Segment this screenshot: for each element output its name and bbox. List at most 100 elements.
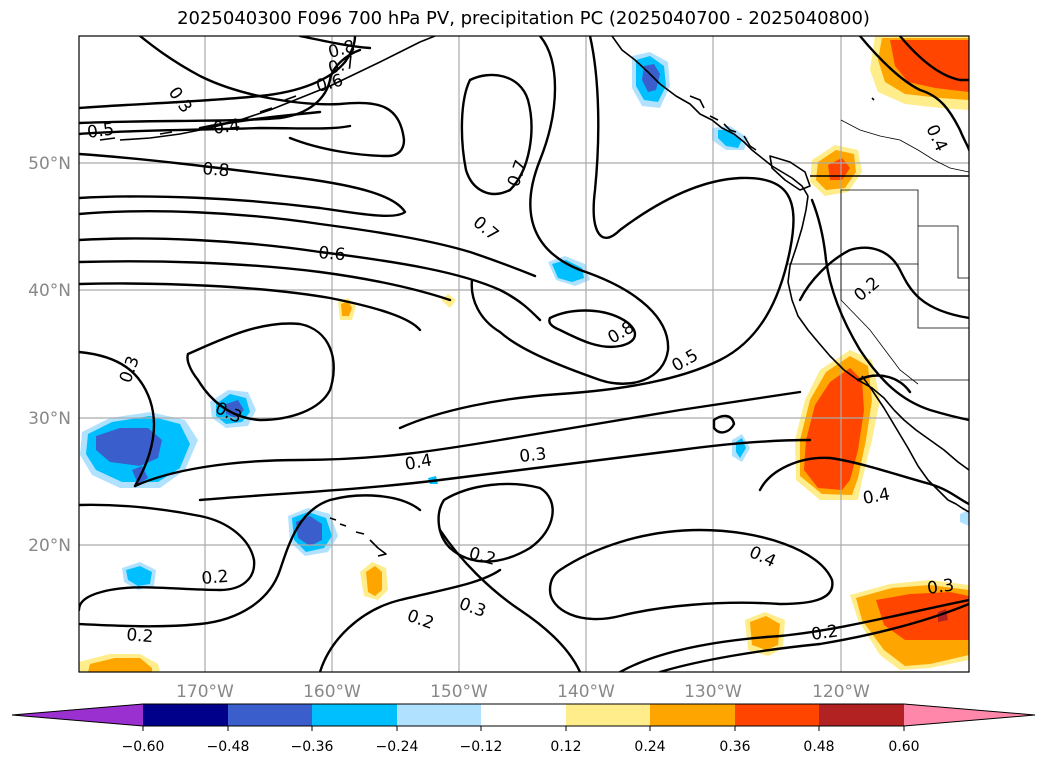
precip-s1-orange	[750, 616, 780, 650]
pv-contours	[79, 36, 969, 672]
precip-small1-orange	[341, 301, 352, 316]
contour-04-ne	[858, 36, 969, 152]
contour-02-e	[798, 246, 969, 320]
contour-03-e	[810, 198, 969, 422]
precip-neg-east-edge	[960, 510, 969, 526]
colorbar-tick-label: 0.48	[803, 739, 834, 755]
colorbar-segment	[228, 704, 312, 726]
colorbar-segment	[312, 704, 397, 726]
contour-label: 0.5	[86, 119, 116, 143]
precip-neg-30n-blue	[226, 400, 244, 418]
precip-hawaii-orange	[366, 566, 382, 596]
vancouver-island	[769, 155, 811, 191]
mexico-coast	[947, 499, 969, 513]
colorbar-segment	[143, 704, 228, 726]
contour-02-sw	[79, 494, 422, 628]
colorbar-tick-label: −0.48	[207, 739, 250, 755]
precip-neg-40n-cyan	[552, 260, 584, 282]
precip-neg-bc-cyan	[718, 130, 742, 148]
lon-labels: 170°W 160°W 150°W 140°W 130°W 120°W	[176, 682, 870, 702]
contour-label: 0.3	[518, 444, 547, 467]
colorbar-tick-label: 0.12	[550, 739, 581, 755]
contour-08-w	[79, 152, 407, 217]
contour-label: 0.4	[403, 451, 433, 475]
map-title: 2025040300 F096 700 hPa PV, precipitatio…	[177, 8, 870, 29]
state-borders	[786, 119, 969, 385]
contour-07-w	[79, 210, 537, 278]
map-panel: 0.8 0.7 0.6 0.3 0.5 0.4 0.8 0.7 0.7 0.6 …	[79, 36, 969, 672]
colorbar-tick-labels: −0.60 −0.48 −0.36 −0.24 −0.12 0.12 0.24 …	[122, 739, 920, 755]
se-alaska-coast	[611, 36, 809, 197]
contour-07-ring	[460, 73, 533, 196]
precip-sw-corner-orange	[88, 658, 152, 672]
contour-07-mid	[470, 36, 670, 385]
colorbar-segment	[735, 704, 819, 726]
map-background	[79, 36, 969, 672]
lat-label-50: 50°N	[28, 154, 71, 174]
contour-06-w	[79, 237, 542, 322]
contour-02-se	[618, 598, 969, 672]
contour-label: 0.4	[212, 115, 242, 139]
colorbar-tick-label: 0.24	[634, 739, 665, 755]
contour-03-w2	[186, 322, 335, 422]
colorbar-segment	[819, 704, 904, 726]
colorbar-tick-label: −0.24	[376, 739, 419, 755]
contour-label: 0.3	[926, 575, 956, 599]
precip-neg-hawaii-n-blue	[296, 516, 322, 546]
contour-04-nw	[198, 110, 322, 130]
contour-03-w	[79, 350, 156, 488]
lon-label-130w: 130°W	[684, 682, 742, 702]
us-west-coast	[787, 195, 895, 411]
contour-06-w2	[79, 260, 452, 302]
contour-small-east	[712, 414, 736, 434]
contour-08-mid	[548, 309, 637, 349]
map-frame	[78, 35, 970, 673]
colorbar-tick-label: −0.60	[122, 739, 165, 755]
contour-03-mid	[198, 438, 812, 502]
contour-02-w	[79, 503, 256, 612]
lat-label-30: 30°N	[28, 409, 71, 429]
colorbar-segment	[566, 704, 650, 726]
contour-03-se	[658, 602, 969, 672]
colorbar-segment	[650, 704, 735, 726]
hawaii-islands	[329, 517, 387, 557]
contour-04-mid	[133, 390, 802, 488]
coastlines	[99, 36, 969, 557]
contour-02-s	[318, 568, 502, 672]
contour-neg-outline1	[856, 374, 912, 394]
colorbar-ticks	[142, 726, 905, 731]
lon-label-150w: 150°W	[430, 682, 488, 702]
colorbar-tick-label: 0.36	[719, 739, 750, 755]
colorbar-tick-label: −0.12	[460, 739, 503, 755]
contour-04-e	[758, 456, 969, 506]
lat-labels: 50°N 40°N 30°N 20°N	[28, 154, 71, 556]
contour-08-top	[298, 36, 372, 50]
alaska-coast	[119, 36, 436, 141]
contour-label: 0.2	[810, 621, 840, 645]
precip-neg-sw-small-cyan	[126, 566, 152, 586]
contour-label: 0.2	[126, 625, 155, 647]
contour-03-nw	[138, 36, 406, 158]
lon-label-160w: 160°W	[303, 682, 361, 702]
colorbar-extend-max	[904, 704, 1035, 726]
contour-label: 0.2	[201, 567, 230, 589]
contour-label: 0.8	[202, 159, 231, 181]
lon-label-120w: 120°W	[812, 682, 870, 702]
contour-04-ne2	[898, 36, 969, 82]
lat-label-20: 20°N	[28, 536, 71, 556]
colorbar-extend-min	[12, 704, 143, 726]
contour-02-mid	[437, 482, 554, 563]
contour-label: 0.6	[318, 243, 347, 265]
bc-islands	[689, 95, 757, 151]
lon-label-170w: 170°W	[176, 682, 234, 702]
colorbar-tick-label: −0.36	[291, 739, 334, 755]
colorbar-segment	[481, 704, 566, 726]
contour-label: 0.4	[861, 485, 891, 509]
precip-baja-red	[804, 368, 864, 490]
contour-04-east	[548, 528, 834, 621]
precip-neg-w-big-blue	[96, 428, 162, 466]
island-1	[871, 97, 875, 101]
contour-05-east	[398, 36, 795, 430]
baja-california	[861, 375, 969, 501]
